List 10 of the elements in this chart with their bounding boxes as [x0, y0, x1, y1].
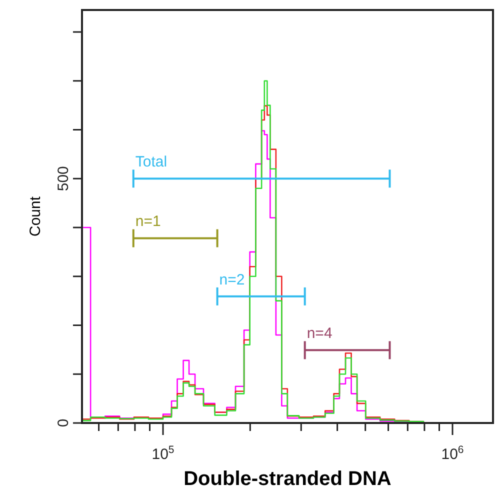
y-tick-label: 0 — [55, 418, 72, 428]
series-label: n=1 — [135, 213, 161, 230]
series-label: n=2 — [219, 271, 245, 288]
x-tick-label: 10$^{5}$ — [152, 444, 174, 463]
series-label: n=4 — [306, 325, 332, 342]
y-axis-title: Count — [27, 196, 44, 237]
y-tick-label: 500 — [55, 166, 72, 192]
x-axis-title: Double-stranded DNA — [184, 468, 392, 490]
series-label: Total — [135, 154, 168, 171]
x-tick-label: 10$^{6}$ — [441, 444, 464, 463]
